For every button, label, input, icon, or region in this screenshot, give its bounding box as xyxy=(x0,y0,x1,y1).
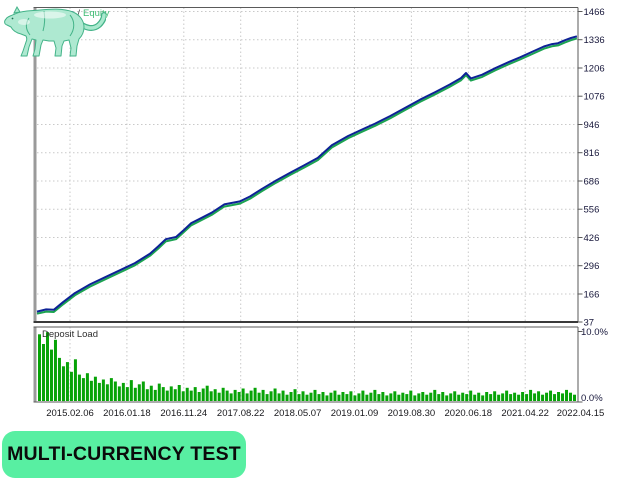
y-axis-label: 1466 xyxy=(584,7,605,18)
y-axis-label: 37 xyxy=(584,318,595,329)
y-axis-label: 946 xyxy=(584,120,600,131)
x-axis-label: 2021.04.22 xyxy=(501,408,549,419)
x-axis-label: 2017.08.22 xyxy=(217,408,265,419)
x-axis-labels: 2015.02.06 2016.01.18 2016.11.24 2017.08.22… xyxy=(46,408,604,419)
tiger-illustration xyxy=(4,5,106,57)
tiger-highlight-neck xyxy=(18,19,30,25)
tiger-ear xyxy=(13,5,21,14)
deposit-load-title: Deposit Load xyxy=(42,329,98,340)
y-axis-label: 426 xyxy=(584,233,600,244)
y-axis-label: 1336 xyxy=(584,35,605,46)
grid-lines xyxy=(37,7,578,402)
y-axis-label: 166 xyxy=(584,290,600,301)
y-axis-label: 686 xyxy=(584,177,600,188)
y-axis-label: 1206 xyxy=(584,64,605,75)
y-axis-labels: 1466 1336 1206 1076 946 816 686 556 426 296 166 37 xyxy=(584,7,605,329)
legend-equity-label: Equity xyxy=(82,8,110,19)
multi-currency-test-badge: MULTI-CURRENCY TEST xyxy=(2,431,246,478)
plot-frame xyxy=(33,7,579,403)
equity-line xyxy=(36,37,578,315)
x-axis-label: 2015.02.06 xyxy=(46,408,94,419)
legend-separator: / xyxy=(77,8,80,19)
badge-label: MULTI-CURRENCY TEST xyxy=(7,443,241,465)
x-axis-label: 2022.04.15 xyxy=(557,408,605,419)
y-axis-label: 816 xyxy=(584,148,600,159)
x-axis-label: 2019.01.09 xyxy=(331,408,379,419)
deposit-load-min-label: 0.0% xyxy=(581,393,603,404)
tiger-highlight-back xyxy=(34,11,66,19)
x-axis-label: 2016.01.18 xyxy=(103,408,151,419)
balance-line xyxy=(36,35,578,313)
tiger-hip-line xyxy=(69,14,75,37)
x-axis-label: 2020.06.18 xyxy=(445,408,493,419)
x-axis-label: 2018.05.07 xyxy=(274,408,322,419)
x-axis-label: 2016.11.24 xyxy=(160,408,207,419)
tiger-shoulder-line xyxy=(26,17,31,36)
x-axis-label: 2019.08.30 xyxy=(388,408,436,419)
balance-equity-lines xyxy=(36,35,578,315)
deposit-load-max-label: 10.0% xyxy=(581,327,608,338)
deposit-load-bars xyxy=(38,332,577,402)
axis-ticks xyxy=(578,11,583,403)
tiger-eye xyxy=(11,17,14,20)
y-axis-label: 296 xyxy=(584,261,600,272)
y-axis-label: 556 xyxy=(584,205,600,216)
y-axis-label: 1076 xyxy=(584,92,605,103)
